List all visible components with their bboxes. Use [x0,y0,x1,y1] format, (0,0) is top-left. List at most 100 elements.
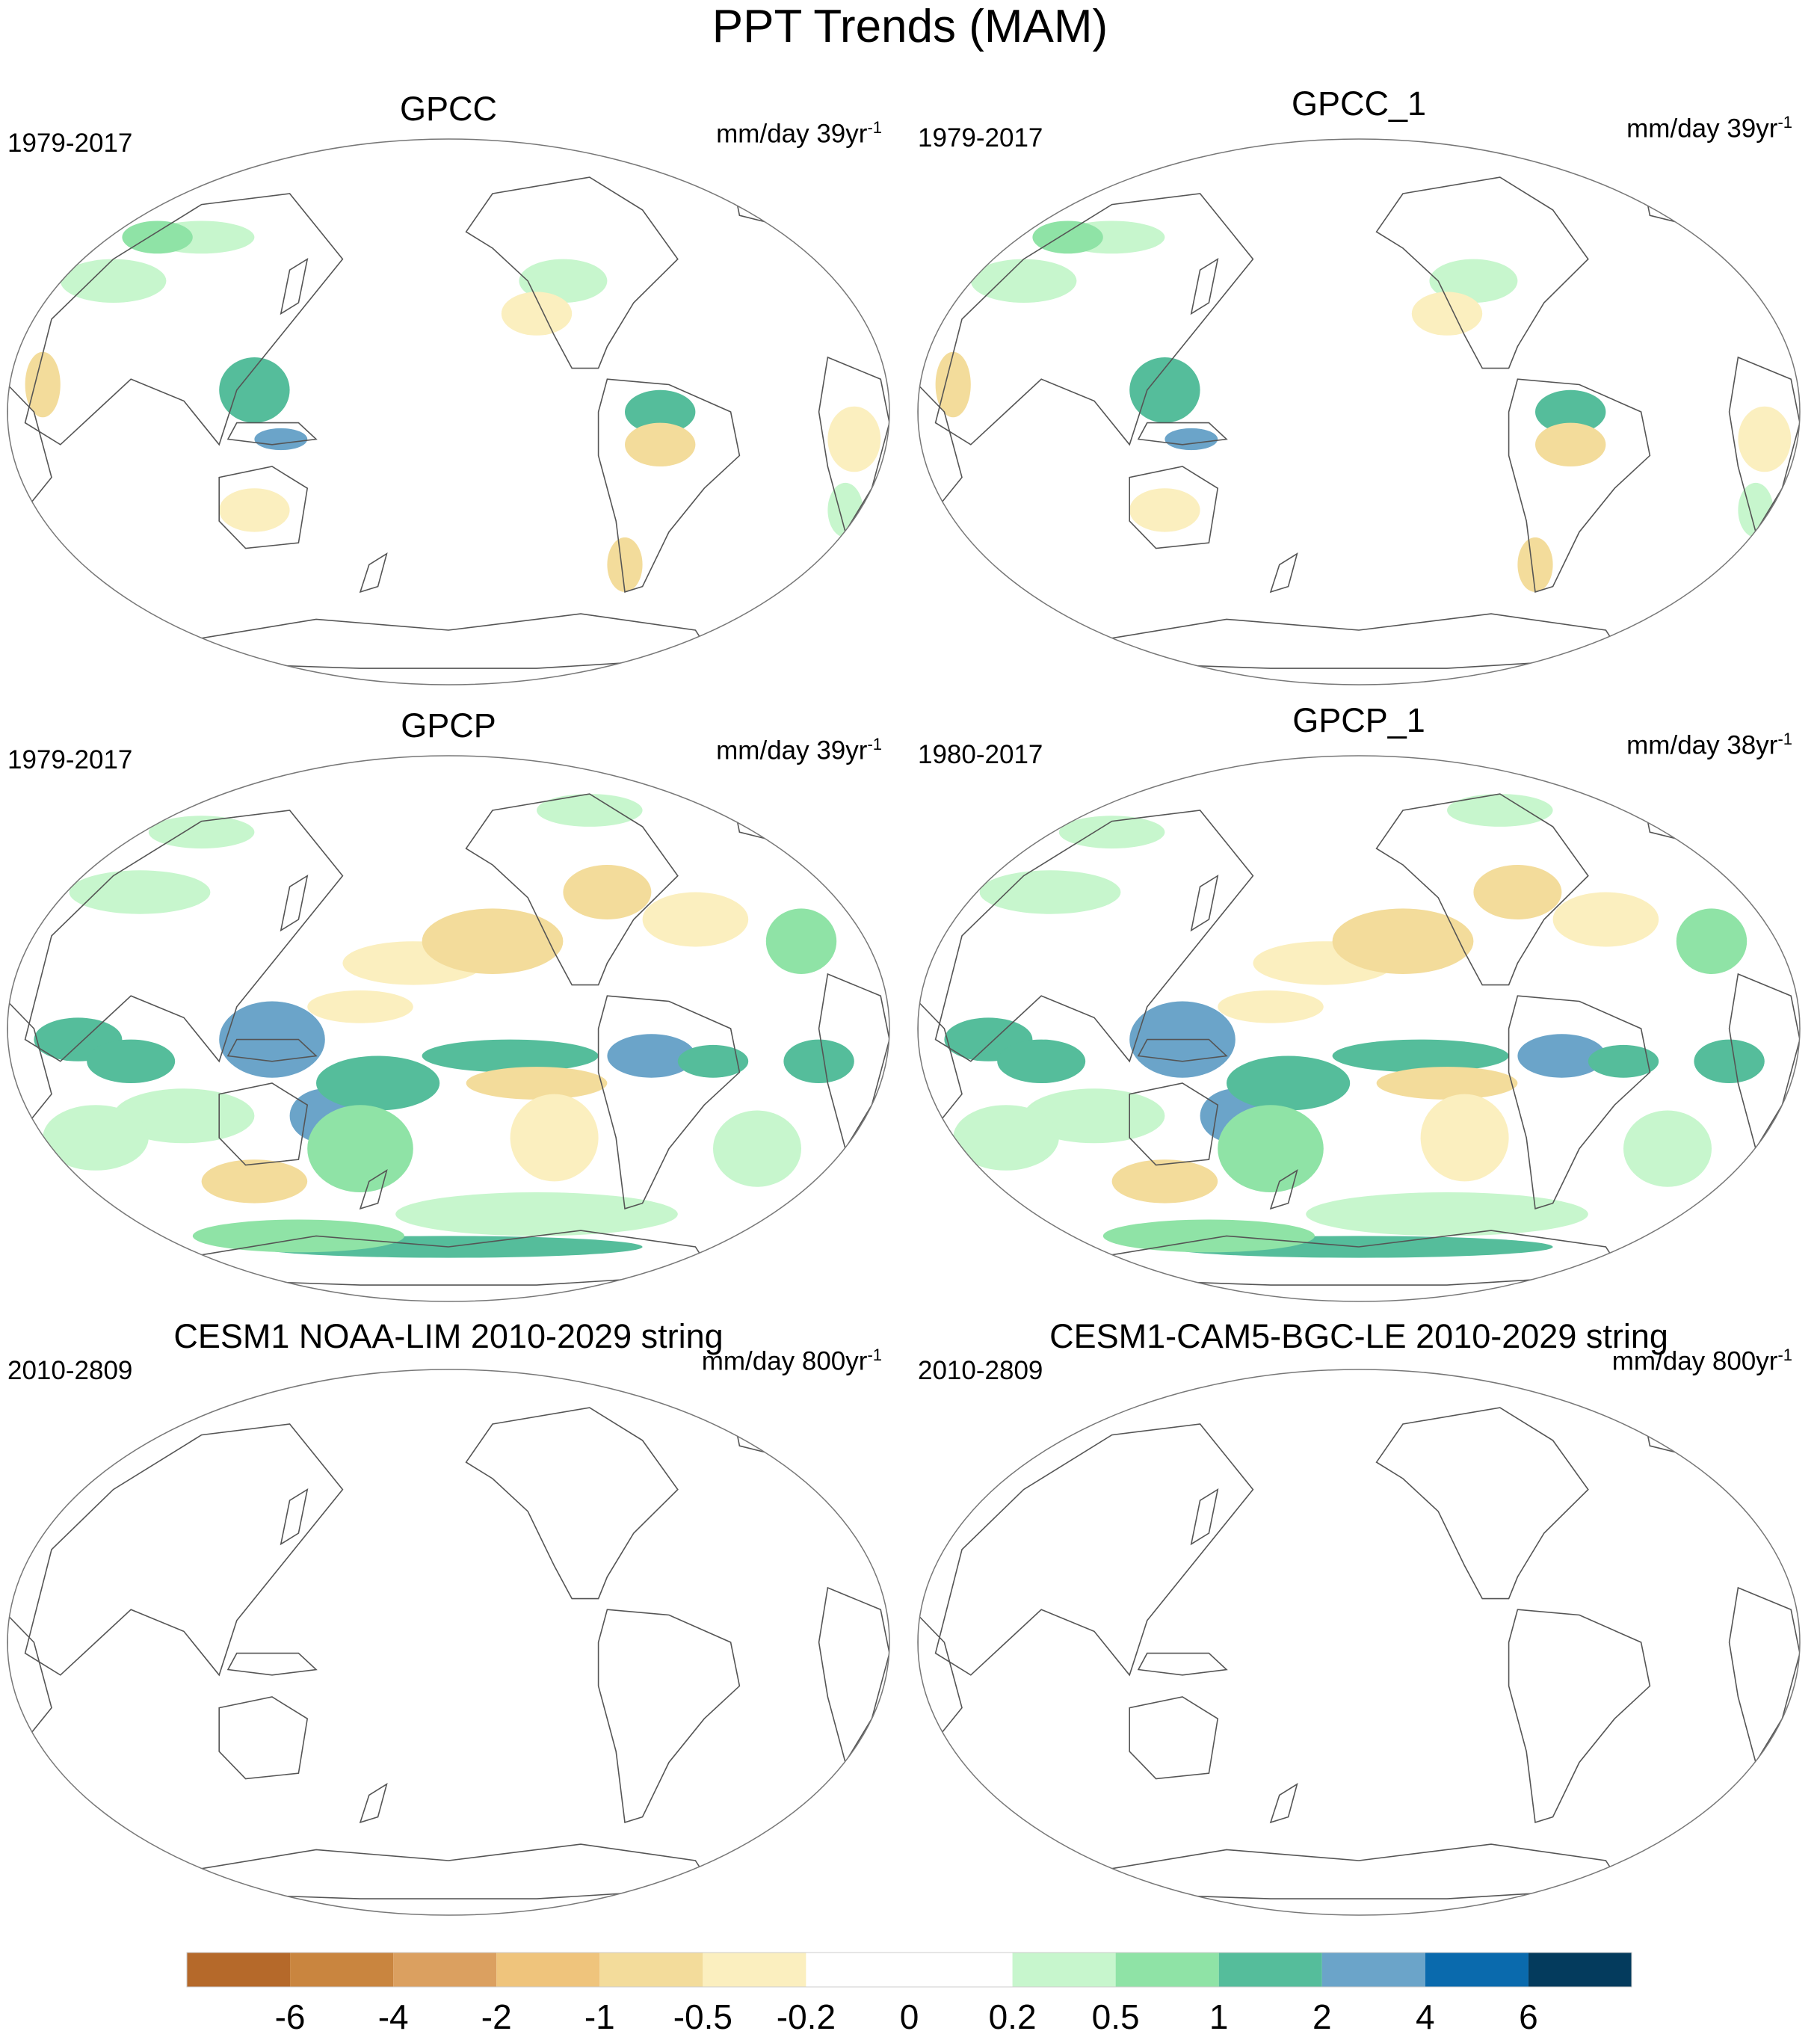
trend-region [254,428,308,451]
trend-region [1535,389,1606,434]
colorbar-tick-label: -1 [584,1997,615,2036]
period-label: 1979-2017 [918,123,1043,152]
trend-region [1623,1110,1712,1187]
trend-region [395,1192,678,1236]
coastline [24,1423,344,1677]
panel-title: GPCC_1 [1291,84,1427,123]
map-panel: GPCP 1979-2017 mm/day 39yr-1 [0,706,897,1302]
colorbar-box [599,1953,703,1987]
colorbar-box [1218,1953,1322,1987]
colorbar-box [496,1953,600,1987]
trend-region [1111,1159,1218,1204]
trend-region [1218,1105,1324,1192]
map-border [917,755,1801,1302]
coastline [226,1652,318,1676]
colorbar-box [1012,1953,1116,1987]
coastline [1640,165,1713,227]
map-panel: CESM1 NOAA-LIM 2010-2029 string 2010-2809… [0,1317,897,1916]
trend-region [739,161,793,205]
trend-region [219,357,290,423]
coastline [1728,356,1800,534]
units-exponent: -1 [867,118,882,137]
coastline [597,1609,741,1823]
coastline [818,356,889,534]
trend-region [625,422,696,466]
coastline [1640,1396,1713,1458]
trend-region [1165,428,1218,451]
coastline [24,810,344,1063]
coastline [818,1586,889,1764]
colorbar-outline [186,1952,1632,1988]
coastline [729,165,803,227]
trend-region [970,259,1077,303]
colorbar-tick-label: 4 [1416,1997,1435,2036]
trend-region [1517,1034,1606,1078]
coastline [465,1407,679,1600]
trend-region [1588,1044,1659,1078]
trend-region [1411,292,1483,336]
coastline [1375,793,1589,986]
trend-region [60,259,167,303]
trend-region [466,1067,608,1100]
map-panel: GPCC_1 1979-2017 mm/day 39yr-1 [910,84,1807,685]
map-plot [7,1369,890,1916]
trend-region [997,1039,1086,1083]
trend-region [783,1039,854,1083]
trend-region [87,1039,176,1083]
trend-region [1420,1094,1509,1182]
trend-region [537,794,643,827]
units-label: mm/day 38yr-1 [1626,730,1792,761]
precip-trend-field [944,794,1765,1258]
coastline [359,1783,388,1824]
trend-region [148,816,255,849]
colorbar-box [1115,1953,1219,1987]
map-border [917,138,1801,685]
map-plot [7,755,890,1302]
precip-trend-field [25,161,881,592]
coastline [218,1082,309,1166]
coastline [1190,874,1219,932]
colorbar-tick-label: -0.2 [777,1997,836,2036]
colorbar-box [1425,1953,1529,1987]
units-label: mm/day 39yr-1 [1626,113,1792,144]
trend-region [1332,908,1474,974]
panel-title: GPCP_1 [1292,701,1425,739]
trend-region [1306,1192,1588,1236]
trend-region [1218,990,1324,1023]
coastline [918,999,963,1128]
trend-region [827,406,881,472]
trend-region [1102,1219,1315,1253]
coastline [1375,1407,1589,1600]
period-label: 2010-2809 [7,1356,133,1385]
trend-region [607,537,643,592]
coastline [359,1169,388,1210]
precip-trend-field [935,161,1792,592]
coastline [597,378,741,593]
coastline [359,552,388,594]
coastline [729,782,803,844]
coastline [818,973,889,1150]
coastline [226,422,318,446]
map-border [7,755,890,1302]
coastline [465,793,679,986]
trend-region [1676,908,1747,974]
units-exponent: -1 [1777,113,1792,132]
trend-region [765,908,837,974]
main-title: PPT Trends (MAM) [712,1,1108,52]
trend-region [307,990,413,1023]
coastline [1728,973,1800,1150]
units-exponent: -1 [1777,730,1792,748]
trend-region [607,1034,696,1078]
colorbar-tick-label: 0.2 [989,1997,1037,2036]
trend-region [677,1044,749,1078]
trend-region [501,292,573,336]
coastline [1269,1169,1298,1210]
map-plot [917,1369,1801,1916]
coastline [7,1613,52,1742]
coastline [1093,613,1625,669]
map-plot [917,138,1801,685]
colorbar-tick-label: -6 [275,1997,306,2036]
colorbar-box [909,1953,1013,1987]
trend-region [25,351,61,418]
colorbar-tick-label: -0.5 [673,1997,732,2036]
